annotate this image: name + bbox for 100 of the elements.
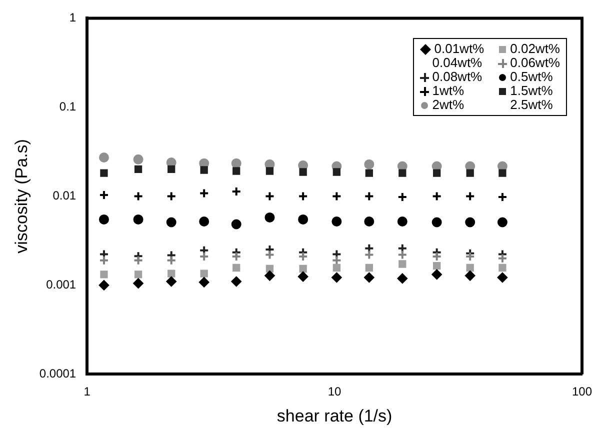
point: [133, 255, 144, 266]
point: [498, 264, 506, 272]
point: [465, 270, 476, 281]
legend-label: 0.02wt%: [510, 41, 560, 56]
x-axis-title: shear rate (1/s): [276, 406, 392, 426]
point: [465, 217, 476, 228]
y-tick-label: 0.01: [52, 188, 76, 203]
y-axis-title: viscosity (Pa.s): [12, 139, 31, 254]
point: [332, 191, 342, 202]
legend-label: 0.5wt%: [510, 69, 553, 84]
point: [166, 255, 176, 266]
point: [232, 167, 240, 175]
point: [364, 243, 374, 254]
point: [497, 272, 508, 283]
point: [133, 154, 144, 164]
point: [497, 253, 508, 264]
point: [133, 278, 144, 288]
point: [134, 165, 142, 174]
point: [199, 245, 210, 256]
point: [98, 190, 109, 200]
point: [168, 165, 176, 174]
legend-label: 0.06wt%: [510, 55, 560, 70]
point: [231, 186, 242, 196]
point: [432, 269, 442, 280]
point: [465, 191, 476, 202]
point: [432, 217, 442, 228]
x-tick-label: 10: [328, 384, 342, 399]
point: [332, 255, 342, 266]
point: [298, 214, 308, 224]
point: [364, 191, 374, 202]
point: [398, 260, 406, 268]
point: [397, 216, 408, 226]
point: [98, 152, 109, 163]
point: [264, 212, 275, 222]
point: [100, 270, 108, 278]
y-tick-label: 1: [69, 10, 76, 25]
point: [497, 192, 508, 202]
point: [364, 272, 374, 283]
text: 2.5wt%: [510, 97, 553, 112]
point: [465, 252, 476, 262]
point: [299, 168, 307, 176]
point: [98, 255, 109, 266]
point: [264, 250, 275, 260]
y-tick-label: 0.1: [59, 100, 76, 114]
point: [397, 192, 408, 202]
point: [397, 250, 408, 260]
point: [166, 191, 176, 202]
point: [298, 191, 308, 202]
legend-label: 2wt%: [432, 97, 464, 112]
point: [231, 219, 242, 230]
point: [364, 250, 374, 260]
point: [364, 159, 374, 170]
y-tick-label: 0.001: [46, 278, 76, 292]
point: [498, 169, 506, 177]
point: [298, 252, 308, 262]
point: [332, 249, 342, 260]
point: [100, 169, 108, 177]
point: [266, 167, 274, 175]
point: [200, 270, 208, 278]
point: [98, 214, 109, 224]
point: [332, 168, 341, 176]
point: [199, 252, 210, 262]
point: [98, 280, 109, 290]
point: [231, 252, 242, 262]
y-tick-label: 0.0001: [39, 366, 76, 381]
point: [133, 191, 144, 202]
x-tick-label: 100: [572, 384, 592, 399]
point: [332, 264, 341, 272]
point: [364, 216, 374, 226]
point: [466, 264, 474, 272]
point: [398, 169, 406, 177]
point: [264, 191, 275, 202]
point: [365, 169, 373, 177]
point: [98, 249, 109, 260]
point: [432, 191, 442, 202]
point: [168, 270, 176, 278]
point: [299, 264, 307, 273]
point: [497, 217, 508, 228]
point: [264, 270, 275, 281]
text: 0.04wt%: [432, 55, 482, 70]
point: [199, 216, 210, 226]
point: [365, 264, 373, 272]
point: [466, 169, 474, 177]
point: [298, 272, 308, 282]
point: [166, 276, 176, 287]
point: [432, 262, 441, 270]
legend-label: 0.01wt%: [434, 41, 484, 56]
point: [134, 270, 142, 278]
point: [231, 158, 242, 168]
legend-label: 1wt%: [432, 83, 464, 98]
point: [332, 216, 342, 226]
point: [199, 277, 210, 288]
point: [432, 252, 442, 262]
point: [397, 273, 408, 284]
point: [166, 217, 176, 228]
point: [231, 276, 242, 287]
point: [432, 169, 441, 177]
point: [332, 272, 342, 283]
point: [266, 264, 274, 273]
x-tick-label: 1: [84, 384, 91, 399]
